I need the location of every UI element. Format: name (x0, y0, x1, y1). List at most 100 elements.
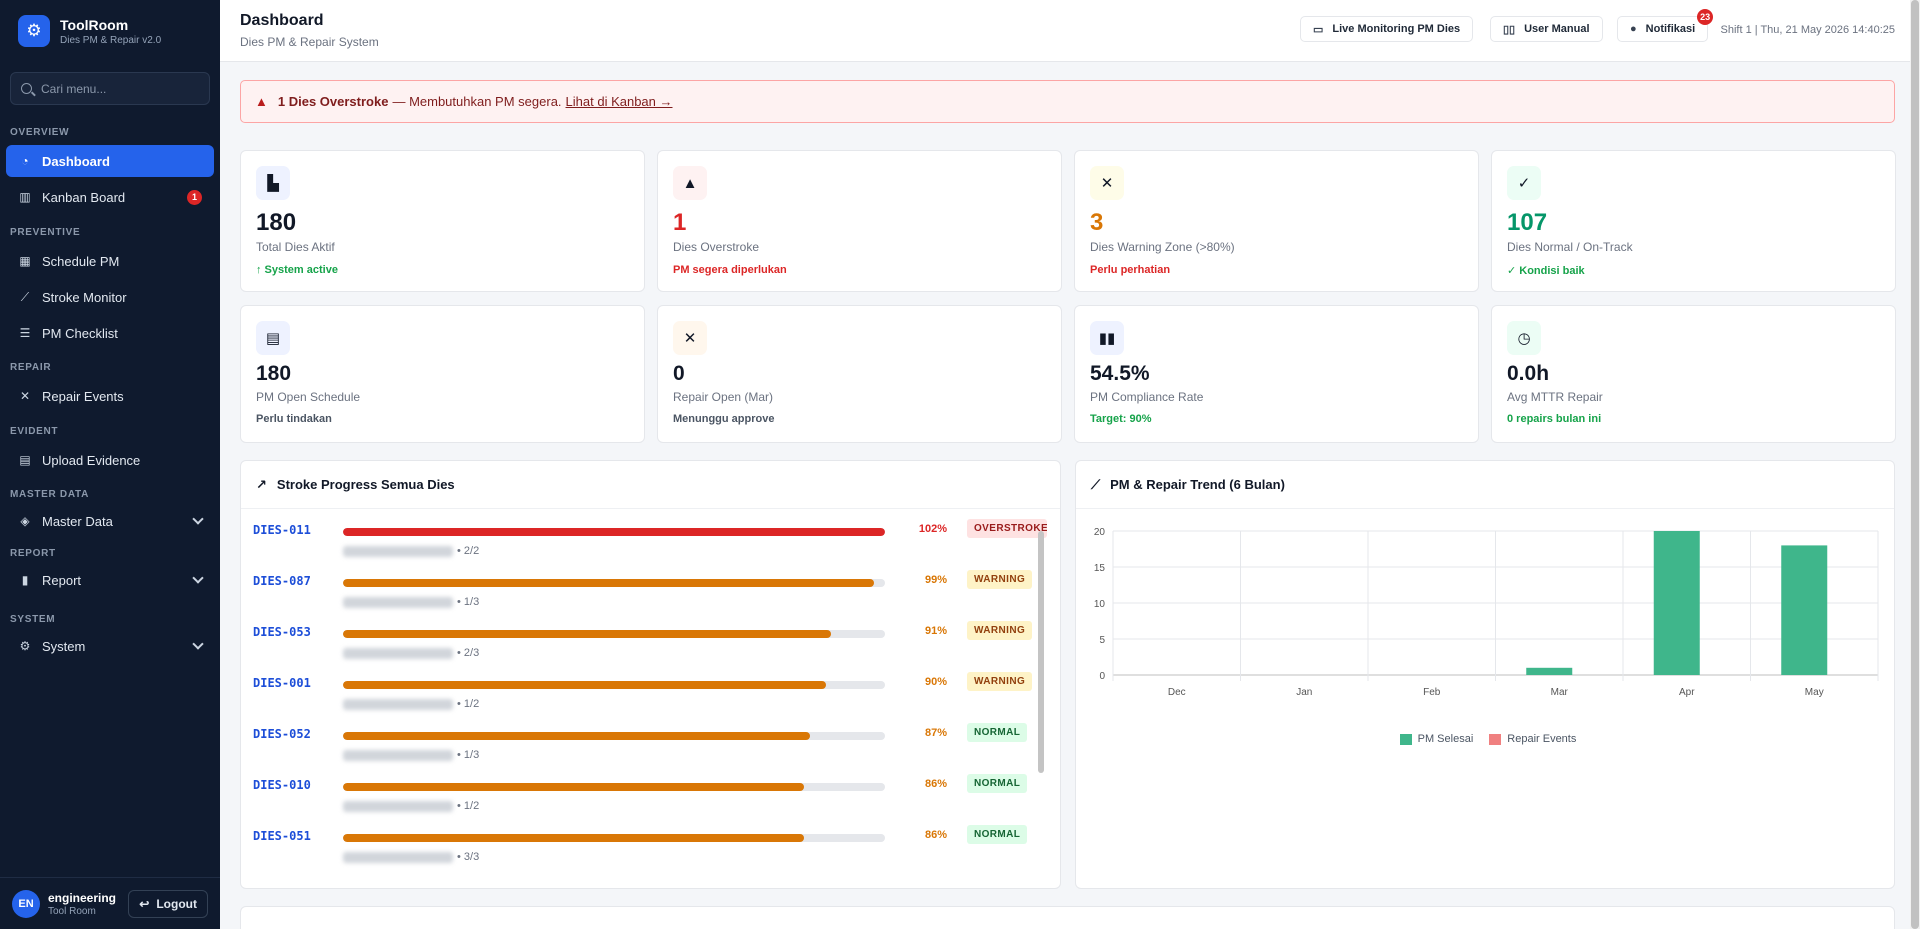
stroke-list[interactable]: DIES-011 • 2/2 102% OVERSTROKE DIES-087 • 1/3… (241, 510, 1051, 888)
stat-card: ✓ 107 Dies Normal / On-Track ✓ Kondisi baik (1491, 150, 1896, 292)
sidebar-item-report[interactable]: ▮ Report (6, 564, 214, 596)
dies-id-link[interactable]: DIES-087 (253, 574, 311, 588)
stroke-percent: 87% (924, 727, 947, 739)
brand-title: ToolRoom (60, 16, 129, 33)
status-badge: WARNING (967, 672, 1033, 691)
sidebar-item-repair-events[interactable]: ✕ Repair Events (6, 380, 214, 412)
dies-id-link[interactable]: DIES-001 (253, 676, 311, 690)
dies-id-link[interactable]: DIES-052 (253, 727, 311, 741)
dies-meta-count: • 1/3 (457, 596, 480, 608)
kanban-link[interactable]: Lihat di Kanban → (565, 94, 673, 109)
status-badge: NORMAL (967, 774, 1028, 793)
bar-pm-selesai (1526, 667, 1573, 675)
sidebar: ⚙ ToolRoom Dies PM & Repair v2.0 OVERVIE… (0, 0, 220, 929)
stroke-percent: 90% (924, 676, 947, 688)
stroke-row[interactable]: DIES-052 • 1/3 87% NORMAL (241, 714, 1051, 765)
x-tick-label: Mar (1551, 687, 1569, 698)
stat-card: ▮▮ 54.5% PM Compliance Rate Target: 90% (1074, 305, 1479, 443)
dies-meta: • 3/3 (343, 851, 479, 863)
sidebar-item-pm-checklist[interactable]: ☰ PM Checklist (6, 317, 214, 349)
sidebar-item-system[interactable]: ⚙ System (6, 630, 214, 662)
dies-meta-count: • 2/3 (457, 647, 480, 659)
sidebar-item-schedule-pm[interactable]: ▦ Schedule PM (6, 245, 214, 277)
section-evident: EVIDENT (10, 426, 59, 437)
sidebar-item-master-data[interactable]: ◈ Master Data (6, 505, 214, 537)
y-tick-label: 20 (1094, 527, 1106, 538)
menu-search[interactable] (10, 72, 210, 105)
bar-pm-selesai (1653, 531, 1700, 675)
layers-icon: ◈ (20, 514, 30, 528)
file-icon: ▤ (19, 453, 31, 467)
dies-meta-count: • 3/3 (457, 851, 480, 863)
status-badge: OVERSTROKE (967, 519, 1047, 538)
page-scrollbar[interactable] (1910, 0, 1920, 929)
stat-value: 180 (256, 209, 297, 236)
stroke-progress-bar (343, 681, 885, 689)
stat-value: 0.0h (1507, 362, 1550, 385)
page-scrollbar-thumb[interactable] (1911, 0, 1919, 929)
user-manual-button[interactable]: ▯▯ User Manual (1490, 16, 1603, 42)
stroke-percent: 86% (924, 778, 947, 790)
status-badge: NORMAL (967, 723, 1028, 742)
stroke-row[interactable]: DIES-051 • 3/3 86% NORMAL (241, 816, 1051, 867)
sidebar-item-dashboard[interactable]: ◔ Dashboard (6, 145, 214, 177)
stroke-progress-bar (343, 528, 885, 536)
y-tick-label: 10 (1094, 599, 1106, 610)
stroke-progress-bar (343, 630, 885, 638)
stat-value: 0 (673, 362, 685, 385)
sidebar-item-label: Repair Events (42, 388, 124, 404)
notification-button[interactable]: ● Notifikasi 23 (1617, 9, 1714, 42)
stopwatch-icon: ◷ (1507, 321, 1541, 355)
section-system: SYSTEM (10, 614, 56, 625)
legend-label: Repair Events (1507, 733, 1577, 745)
logout-button[interactable]: ↩ Logout (128, 889, 208, 918)
sidebar-item-kanban[interactable]: ▥ Kanban Board 1 (6, 181, 214, 213)
stroke-progress-fill (343, 579, 875, 587)
notification-label: Notifikasi (1645, 23, 1696, 35)
dies-id-link[interactable]: DIES-053 (253, 625, 311, 639)
sidebar-item-label: PM Checklist (42, 325, 118, 341)
stroke-row[interactable]: DIES-053 • 2/3 91% WARNING (241, 612, 1051, 663)
stat-note: Target: 90% (1090, 413, 1152, 425)
dies-id-link[interactable]: DIES-010 (253, 778, 311, 792)
dies-id-link[interactable]: DIES-051 (253, 829, 311, 843)
trend-chart: 0 5 10 15 20 Dec Jan Feb Mar Apr May (1094, 527, 1879, 698)
stroke-percent: 86% (924, 829, 947, 841)
sidebar-item-stroke-monitor[interactable]: ⟋ Stroke Monitor (6, 281, 214, 313)
live-monitoring-button[interactable]: ▭ Live Monitoring PM Dies (1300, 16, 1474, 42)
sidebar-item-label: Stroke Monitor (42, 289, 127, 305)
legend-repair-events[interactable]: Repair Events (1489, 733, 1576, 745)
line-chart-icon: ⟋ (1091, 476, 1101, 492)
sidebar-item-label: Master Data (42, 513, 113, 529)
section-report: REPORT (10, 548, 56, 559)
kanban-count-badge: 1 (187, 189, 202, 205)
stroke-row[interactable]: DIES-011 • 2/2 102% OVERSTROKE (241, 510, 1051, 561)
gear-icon: ⚙ (19, 639, 31, 653)
gears-icon: ⚙ (18, 15, 50, 47)
search-input[interactable] (41, 81, 191, 96)
sidebar-item-label: Report (42, 572, 82, 588)
overstroke-alert: ▲ 1 Dies Overstroke — Membutuhkan PM seg… (240, 80, 1895, 123)
dies-id-link[interactable]: DIES-011 (253, 523, 311, 537)
stroke-progress-fill (343, 681, 826, 689)
redacted-name (343, 698, 453, 710)
shift-datetime: Shift 1 | Thu, 21 May 2026 14:40:25 (1720, 24, 1896, 36)
user-name: engineering (48, 890, 117, 905)
stroke-row[interactable]: DIES-087 • 1/3 99% WARNING (241, 561, 1051, 612)
redacted-name (343, 647, 453, 659)
y-tick-label: 15 (1094, 563, 1106, 574)
stroke-panel-title: Stroke Progress Semua Dies (276, 477, 455, 492)
chevron-down-icon (192, 513, 204, 525)
dies-meta-count: • 1/3 (457, 749, 480, 761)
status-badge: NORMAL (967, 825, 1028, 844)
line-chart-icon: ⟋ (20, 289, 30, 304)
stroke-row[interactable]: DIES-010 • 1/2 86% NORMAL (241, 765, 1051, 816)
legend-pm-selesai[interactable]: PM Selesai (1399, 733, 1473, 745)
dies-meta: • 2/3 (343, 647, 479, 659)
check-circle-icon: ✓ (1507, 166, 1541, 200)
stroke-list-scrollbar[interactable] (1038, 531, 1044, 773)
calendar-icon: ▦ (19, 254, 31, 268)
stroke-row[interactable]: DIES-001 • 1/2 90% WARNING (241, 663, 1051, 714)
tools-icon: ✕ (19, 389, 31, 403)
sidebar-item-upload-evidence[interactable]: ▤ Upload Evidence (6, 444, 214, 476)
